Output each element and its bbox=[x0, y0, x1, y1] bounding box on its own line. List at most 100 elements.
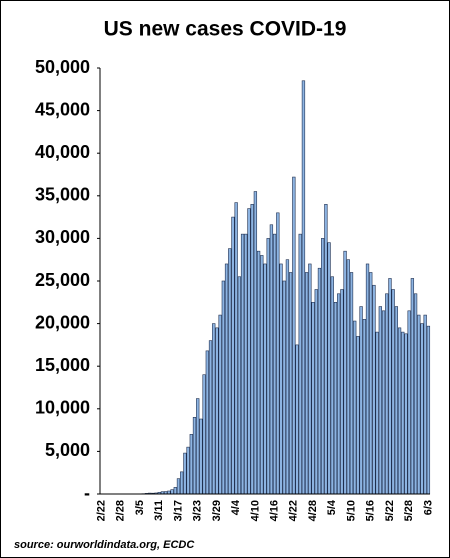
x-tick-label: 4/28 bbox=[307, 500, 319, 521]
bar bbox=[426, 325, 431, 495]
y-tick-label: - bbox=[84, 483, 90, 503]
bar bbox=[327, 242, 331, 495]
bar bbox=[173, 487, 177, 495]
bar bbox=[253, 191, 258, 495]
bar bbox=[247, 208, 251, 495]
bar bbox=[314, 289, 318, 495]
bar bbox=[263, 263, 267, 495]
bar bbox=[285, 259, 290, 495]
y-tick-label: 5,000 bbox=[45, 440, 90, 460]
bar bbox=[218, 314, 222, 495]
bar bbox=[375, 331, 379, 495]
bar bbox=[381, 310, 386, 495]
x-tick-label: 3/23 bbox=[192, 500, 204, 521]
bar bbox=[189, 434, 193, 495]
bar bbox=[298, 233, 302, 495]
bar bbox=[349, 272, 354, 495]
bar bbox=[192, 417, 197, 495]
bar bbox=[423, 314, 427, 495]
y-tick-label: 50,000 bbox=[35, 57, 90, 77]
bar bbox=[224, 263, 229, 495]
bar bbox=[311, 301, 315, 495]
bar bbox=[317, 267, 322, 495]
bar bbox=[176, 478, 181, 495]
bar bbox=[301, 80, 306, 495]
bar bbox=[394, 306, 399, 495]
bar bbox=[308, 263, 312, 495]
bar bbox=[346, 259, 350, 495]
x-tick-label: 5/10 bbox=[345, 500, 357, 521]
bar bbox=[369, 272, 373, 495]
y-tick-label: 30,000 bbox=[35, 227, 90, 247]
x-tick-label: 4/10 bbox=[249, 500, 261, 521]
bar bbox=[330, 276, 334, 495]
bar bbox=[183, 452, 187, 495]
y-tick-label: 15,000 bbox=[35, 355, 90, 375]
bar bbox=[279, 263, 283, 495]
bar bbox=[410, 278, 415, 495]
bar bbox=[234, 202, 238, 495]
bar bbox=[407, 310, 411, 495]
bar bbox=[413, 293, 418, 495]
bar bbox=[196, 398, 200, 495]
x-tick-label: 4/16 bbox=[269, 500, 281, 521]
bar bbox=[378, 306, 382, 495]
x-tick-label: 2/22 bbox=[96, 500, 108, 521]
bar bbox=[391, 289, 395, 495]
bar bbox=[212, 323, 216, 495]
bar bbox=[321, 238, 325, 495]
x-tick-label: 3/29 bbox=[211, 500, 223, 521]
bar bbox=[208, 340, 213, 495]
bar bbox=[215, 327, 219, 495]
x-tick-label: 3/11 bbox=[153, 500, 165, 521]
x-tick-label: 5/22 bbox=[384, 500, 396, 521]
bar bbox=[292, 176, 296, 495]
bar bbox=[417, 314, 421, 495]
bar bbox=[288, 272, 293, 495]
bar bbox=[340, 289, 344, 495]
bar bbox=[385, 293, 389, 495]
bar bbox=[256, 250, 261, 495]
x-tick-label: 6/3 bbox=[422, 500, 434, 515]
bar bbox=[324, 204, 328, 495]
bar bbox=[343, 250, 347, 495]
bar bbox=[337, 293, 341, 495]
bar bbox=[237, 276, 242, 495]
bar bbox=[295, 344, 299, 495]
bar bbox=[170, 489, 174, 495]
bar bbox=[240, 233, 245, 495]
bar bbox=[404, 333, 408, 495]
y-tick-label: 35,000 bbox=[35, 185, 90, 205]
bar bbox=[305, 272, 309, 495]
x-tick-label: 3/17 bbox=[172, 500, 184, 521]
bar bbox=[180, 471, 184, 495]
bar bbox=[420, 323, 424, 495]
x-tick-label: 5/16 bbox=[365, 500, 377, 521]
bar bbox=[266, 238, 270, 495]
bar bbox=[356, 336, 360, 495]
bar bbox=[205, 350, 209, 495]
bar bbox=[353, 320, 357, 495]
bar bbox=[282, 280, 286, 495]
bar bbox=[244, 233, 248, 495]
y-tick-label: 25,000 bbox=[35, 270, 90, 290]
x-tick-label: 4/22 bbox=[288, 500, 300, 521]
bar bbox=[260, 255, 264, 495]
chart-title: US new cases COVID-19 bbox=[104, 18, 347, 41]
x-tick-label: 4/4 bbox=[230, 499, 242, 515]
bar bbox=[269, 224, 274, 495]
bar bbox=[231, 216, 235, 495]
y-tick-label: 40,000 bbox=[35, 142, 90, 162]
bar bbox=[250, 204, 254, 495]
bar bbox=[221, 280, 225, 495]
y-tick-label: 10,000 bbox=[35, 398, 90, 418]
bar bbox=[228, 248, 232, 495]
bar bbox=[186, 446, 190, 495]
bar bbox=[202, 374, 206, 495]
x-tick-label: 3/5 bbox=[134, 500, 146, 515]
source-note: source: ourworldindata.org, ECDC bbox=[14, 539, 195, 551]
bar bbox=[199, 418, 203, 495]
y-tick-label: 20,000 bbox=[35, 312, 90, 332]
x-tick-label: 5/28 bbox=[403, 500, 415, 521]
